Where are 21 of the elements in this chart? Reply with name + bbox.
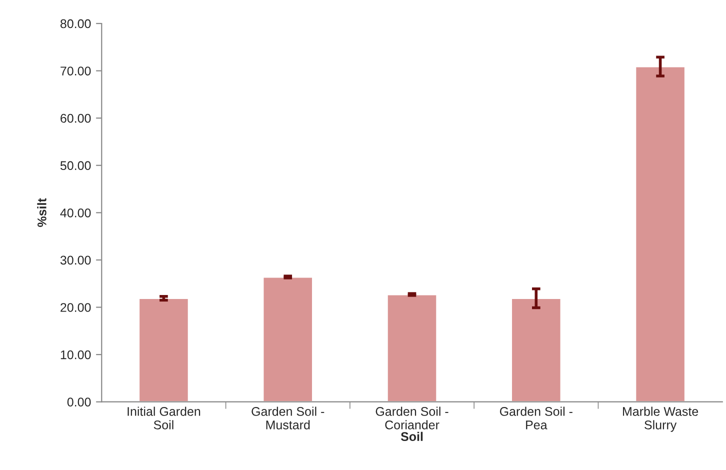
x-axis-title: Soil	[400, 432, 423, 442]
x-tick-label: Garden Soil - Mustard	[252, 406, 324, 430]
y-tick-label: 50.00	[60, 161, 91, 170]
y-tick-label: 70.00	[60, 66, 91, 76]
bar	[138, 298, 190, 402]
x-tick-label: Garden Soil - Pea	[500, 406, 572, 430]
y-tick-label: 0.00	[67, 398, 91, 406]
y-tick-label: 20.00	[60, 303, 91, 312]
y-tick-label: 60.00	[60, 114, 91, 123]
bar	[386, 294, 438, 402]
x-tick-label: Initial Garden Soil	[128, 406, 200, 430]
y-tick-label: 80.00	[60, 19, 91, 28]
bar	[262, 276, 314, 402]
bar	[634, 66, 686, 402]
x-tick-label: Marble Waste Slurry	[623, 406, 698, 432]
y-tick-label: 30.00	[60, 256, 91, 265]
y-tick-label: 40.00	[60, 208, 91, 218]
bar	[510, 298, 562, 402]
x-tick-label: Garden Soil - Coriander	[376, 406, 448, 430]
y-tick-label: 10.00	[60, 350, 91, 360]
y-axis-title: %silt	[37, 198, 46, 227]
